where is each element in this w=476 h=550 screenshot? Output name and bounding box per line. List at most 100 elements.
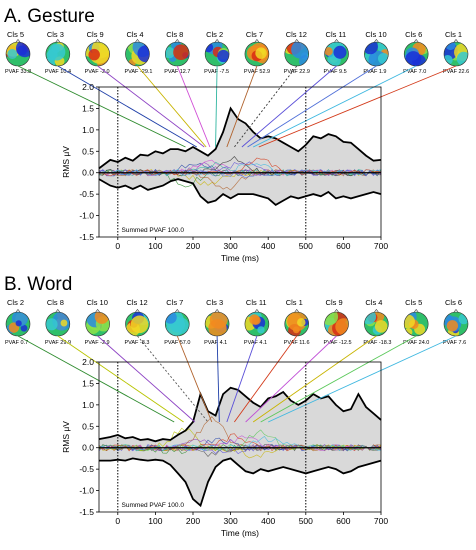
cluster-connector [216,335,220,423]
envelope-lower-line [98,178,382,206]
x-tick-label: 200 [186,241,200,251]
cluster-label: Cls 7 [246,30,263,39]
topomap-nose [453,39,459,43]
cluster-connector [57,335,184,423]
y-tick-label: -0.5 [79,464,94,474]
y-tick-label: 2.0 [82,357,94,367]
pvaf-label: PVAF 7.6 [443,340,466,346]
topomap-nose [214,309,220,313]
panel-0: A. Gesture Cls 5 PVAF 33.8 Cls 3 PVAF 10.4 Cl… [4,6,469,263]
topomap-nose [55,39,61,43]
pvaf-label: PVAF 52.9 [244,69,270,75]
y-tick-label: -1.5 [79,232,94,242]
topomap-blob [404,314,415,329]
x-tick-label: 600 [336,241,350,251]
pvaf-label: PVAF 29.9 [45,340,71,346]
topomap-blob [324,47,333,56]
topomap-blobs [286,312,309,336]
y-tick-label: 0.5 [82,146,94,156]
pvaf-label: PVAF 12.7 [164,69,190,75]
topomap-blob [60,319,68,327]
y-tick-label: 0.0 [82,443,94,453]
pvaf-label: PVAF 11.6 [284,340,310,346]
topomap-nose [413,39,419,43]
topomap-blob [405,51,422,66]
cluster-connector [137,65,207,148]
topomap-blob [446,320,459,332]
topomap-blobs [205,42,230,65]
topomap-blob [364,312,377,325]
topomap-nose [135,309,140,313]
topomap-blob [297,318,306,327]
cluster-label: Cls 9 [326,298,343,307]
pvaf-label: PVAF 10.4 [45,69,71,75]
cluster-connector [245,335,337,423]
y-tick-label: 2.0 [82,82,94,92]
y-tick-label: 1.5 [82,103,94,113]
cluster-connector [17,335,175,423]
cluster-connector [176,65,211,148]
pvaf-label: PVAF 9.5 [324,69,347,75]
pvaf-label: PVAF 33.8 [5,69,31,75]
x-tick-label: 400 [261,516,275,526]
topomap-blob [165,47,175,59]
plot-frame [98,361,382,513]
topomap-blob [291,42,309,59]
cluster-connector [268,335,457,423]
cluster-connector [176,335,213,423]
topomap-blob [88,48,100,61]
topomap-blob [257,326,265,334]
cluster-connector [260,335,417,423]
topomap-blobs [85,42,110,66]
pvaf-label: PVAF 1.9 [363,69,386,75]
topomap-nose [294,39,299,43]
topomap-nose [175,309,180,313]
summed-pvaf-annotation: Summed PVAF 100.0 [122,502,185,509]
cluster-label: Cls 8 [47,298,64,307]
topomap-blobs [324,42,347,66]
cluster-label: Cls 11 [326,30,347,39]
x-axis-label: Time (ms) [221,528,259,538]
topomap-blob [130,315,149,334]
pvaf-label: PVAF -18.3 [363,340,391,346]
envelope-fill [99,108,381,205]
topomap-blobs [45,312,70,331]
topomap-blobs [205,312,229,336]
topomap-blob [173,44,189,61]
envelope-upper-line [98,386,382,443]
topomap-blob [166,321,183,336]
pvaf-label: PVAF 0.7 [5,340,28,346]
x-tick-label: 500 [299,516,313,526]
y-tick-label: -1.5 [79,507,94,517]
pvaf-label: PVAF 4.1 [204,340,227,346]
topomap-blob [20,324,28,332]
y-axis-label: RMS μV [61,421,71,453]
x-tick-label: 600 [336,516,350,526]
topomap-blobs [6,312,29,334]
y-tick-label: -1.0 [79,486,94,496]
topomap-blob [249,314,260,325]
cluster-connector [247,65,377,148]
topomap-blobs [85,312,110,334]
pvaf-label: PVAF -12.5 [324,340,352,346]
topomap-blob [209,312,228,329]
cluster-label: Cls 11 [246,298,267,307]
plot-frame [98,86,382,238]
x-tick-label: 0 [115,516,120,526]
x-tick-label: 400 [261,241,275,251]
cluster-connector [57,65,197,148]
topomap-nose [334,309,339,313]
y-tick-label: 0.0 [82,168,94,178]
topomap-blob [255,47,267,59]
panel-title: B. Word [4,274,72,295]
topomap-nose [95,309,100,313]
cluster-connector [137,335,209,423]
x-tick-label: 500 [299,241,313,251]
topomap-blob [333,45,347,59]
topomap-nose [453,309,459,313]
cluster-label: Cls 10 [365,30,386,39]
cluster-label: Cls 5 [405,298,422,307]
topomap-nose [413,309,419,313]
